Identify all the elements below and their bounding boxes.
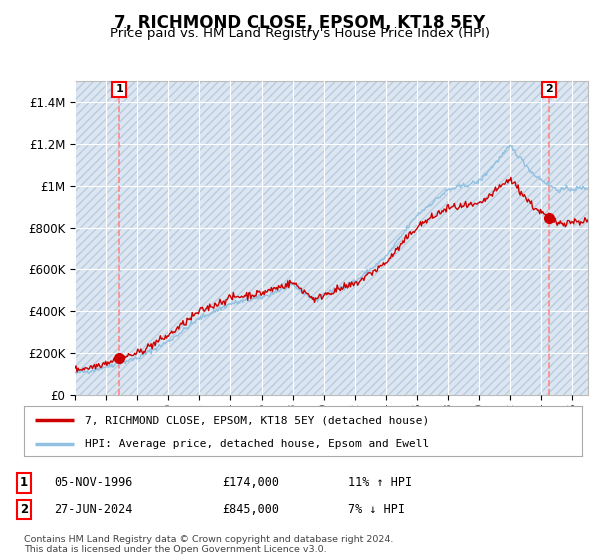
Text: HPI: Average price, detached house, Epsom and Ewell: HPI: Average price, detached house, Epso… xyxy=(85,439,430,449)
Text: 7, RICHMOND CLOSE, EPSOM, KT18 5EY (detached house): 7, RICHMOND CLOSE, EPSOM, KT18 5EY (deta… xyxy=(85,415,430,425)
Text: 1: 1 xyxy=(115,85,123,94)
Text: Price paid vs. HM Land Registry's House Price Index (HPI): Price paid vs. HM Land Registry's House … xyxy=(110,27,490,40)
Text: 11% ↑ HPI: 11% ↑ HPI xyxy=(348,476,412,489)
Text: 27-JUN-2024: 27-JUN-2024 xyxy=(54,503,133,516)
Text: Contains HM Land Registry data © Crown copyright and database right 2024.
This d: Contains HM Land Registry data © Crown c… xyxy=(24,535,394,554)
Text: 1: 1 xyxy=(20,476,28,489)
Text: £174,000: £174,000 xyxy=(222,476,279,489)
Text: 7% ↓ HPI: 7% ↓ HPI xyxy=(348,503,405,516)
Text: 05-NOV-1996: 05-NOV-1996 xyxy=(54,476,133,489)
Text: 7, RICHMOND CLOSE, EPSOM, KT18 5EY: 7, RICHMOND CLOSE, EPSOM, KT18 5EY xyxy=(115,14,485,32)
Text: 2: 2 xyxy=(20,503,28,516)
Text: 2: 2 xyxy=(545,85,553,94)
Text: £845,000: £845,000 xyxy=(222,503,279,516)
